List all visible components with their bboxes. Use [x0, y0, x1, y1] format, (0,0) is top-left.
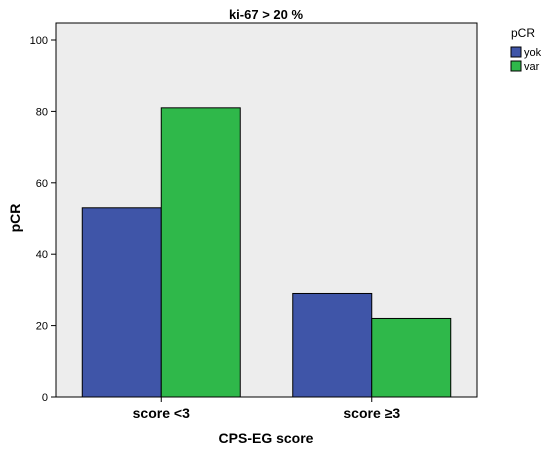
bars-group — [81, 107, 452, 398]
y-tick-label: 40 — [36, 249, 48, 261]
y-axis-title: pCR — [7, 204, 23, 233]
bar-var-2 — [371, 317, 452, 398]
legend-swatch-yok — [510, 46, 522, 58]
y-tick-label: 20 — [36, 321, 48, 333]
y-tick-label: 60 — [36, 178, 48, 190]
legend-swatch-var — [510, 60, 522, 72]
x-tick-label: score ≥3 — [343, 405, 400, 421]
legend-title: pCR — [511, 26, 535, 40]
bar-yok-2 — [292, 292, 373, 398]
legend-label-var: var — [524, 61, 540, 73]
y-tick-label: 80 — [36, 106, 48, 118]
y-axis: 0 20 40 60 80 100 — [30, 35, 56, 404]
bar-var-1 — [160, 107, 241, 398]
y-tick-label: 0 — [42, 392, 48, 404]
legend-label-yok: yok — [524, 47, 542, 59]
legend: pCR yok var — [510, 26, 542, 73]
chart-title: ki-67 > 20 % — [229, 7, 304, 22]
x-axis-title: CPS-EG score — [219, 430, 314, 446]
x-tick-label: score <3 — [133, 405, 190, 421]
x-axis: score <3 score ≥3 — [133, 397, 400, 421]
bar-yok-1 — [81, 207, 162, 398]
y-tick-label: 100 — [30, 35, 48, 47]
